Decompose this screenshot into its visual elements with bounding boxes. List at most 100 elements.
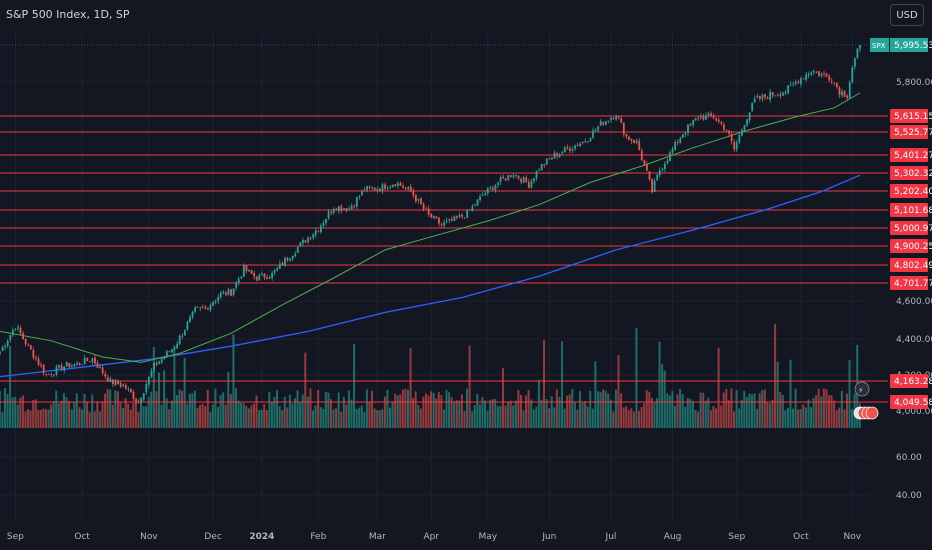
candle-body[interactable] xyxy=(848,82,851,99)
candle-body[interactable] xyxy=(440,224,443,225)
level-label-box[interactable] xyxy=(890,203,928,217)
candle-body[interactable] xyxy=(78,362,81,365)
candle-body[interactable] xyxy=(373,188,376,191)
candle-body[interactable] xyxy=(414,195,417,202)
candle-body[interactable] xyxy=(769,92,772,100)
candle-body[interactable] xyxy=(109,378,112,382)
candle-body[interactable] xyxy=(35,357,37,359)
candle-body[interactable] xyxy=(515,175,517,177)
candle-body[interactable] xyxy=(443,222,446,226)
candle-body[interactable] xyxy=(435,216,438,219)
level-label-box[interactable] xyxy=(890,166,928,180)
candle-body[interactable] xyxy=(438,217,440,224)
candle-body[interactable] xyxy=(753,98,756,103)
candle-body[interactable] xyxy=(32,349,35,358)
candle-body[interactable] xyxy=(535,170,538,179)
candle-body[interactable] xyxy=(168,351,171,353)
candle-body[interactable] xyxy=(294,253,297,257)
candle-body[interactable] xyxy=(776,94,779,96)
level-label-box[interactable] xyxy=(890,125,928,139)
candle-body[interactable] xyxy=(281,262,284,266)
candle-body[interactable] xyxy=(158,361,161,365)
candle-body[interactable] xyxy=(309,237,312,239)
candle-body[interactable] xyxy=(571,149,574,151)
candle-body[interactable] xyxy=(96,362,99,368)
candle-body[interactable] xyxy=(748,112,751,121)
candle-body[interactable] xyxy=(491,187,494,190)
candle-body[interactable] xyxy=(746,119,748,126)
candle-body[interactable] xyxy=(540,164,543,171)
candle-body[interactable] xyxy=(40,364,42,366)
level-label-box[interactable] xyxy=(890,148,928,162)
candle-body[interactable] xyxy=(479,196,481,201)
candle-body[interactable] xyxy=(212,302,214,306)
candle-body[interactable] xyxy=(843,91,846,97)
candle-body[interactable] xyxy=(764,94,766,98)
candle-body[interactable] xyxy=(73,364,76,367)
candle-body[interactable] xyxy=(83,358,86,365)
candle-body[interactable] xyxy=(761,94,764,99)
candle-body[interactable] xyxy=(391,184,394,188)
candle-body[interactable] xyxy=(579,143,582,147)
candle-body[interactable] xyxy=(278,263,281,269)
candle-body[interactable] xyxy=(589,138,592,142)
candle-body[interactable] xyxy=(304,240,307,243)
candle-body[interactable] xyxy=(130,389,132,393)
candle-body[interactable] xyxy=(384,184,386,190)
candle-body[interactable] xyxy=(45,373,48,375)
candle-body[interactable] xyxy=(825,73,828,77)
candle-body[interactable] xyxy=(135,398,137,402)
candle-body[interactable] xyxy=(771,91,774,96)
candle-body[interactable] xyxy=(687,124,689,133)
candle-body[interactable] xyxy=(553,152,556,159)
candle-body[interactable] xyxy=(625,133,628,137)
candle-body[interactable] xyxy=(517,175,520,179)
candle-body[interactable] xyxy=(420,198,422,205)
level-label-box[interactable] xyxy=(890,395,928,409)
candle-body[interactable] xyxy=(55,366,58,375)
candle-body[interactable] xyxy=(551,158,553,160)
candle-body[interactable] xyxy=(196,306,199,308)
candle-body[interactable] xyxy=(710,113,713,117)
candle-body[interactable] xyxy=(684,132,687,135)
candle-body[interactable] xyxy=(340,206,343,211)
candle-body[interactable] xyxy=(409,186,412,192)
candle-body[interactable] xyxy=(699,116,702,118)
candle-body[interactable] xyxy=(397,183,399,186)
candle-body[interactable] xyxy=(29,345,32,350)
candle-body[interactable] xyxy=(296,247,299,253)
candle-body[interactable] xyxy=(263,273,266,278)
candle-body[interactable] xyxy=(286,257,289,261)
candle-body[interactable] xyxy=(330,211,333,213)
candle-body[interactable] xyxy=(412,190,415,196)
candle-body[interactable] xyxy=(494,185,497,190)
candle-body[interactable] xyxy=(794,82,797,84)
candle-body[interactable] xyxy=(676,142,679,144)
candle-body[interactable] xyxy=(389,186,392,188)
candle-body[interactable] xyxy=(820,73,823,77)
candle-body[interactable] xyxy=(723,124,725,130)
candle-body[interactable] xyxy=(566,147,569,149)
candle-body[interactable] xyxy=(366,186,369,191)
candle-body[interactable] xyxy=(124,384,127,389)
candle-body[interactable] xyxy=(332,209,335,213)
candle-body[interactable] xyxy=(4,345,7,348)
candle-body[interactable] xyxy=(556,153,558,157)
candle-body[interactable] xyxy=(574,145,576,149)
candle-body[interactable] xyxy=(520,179,523,183)
candle-body[interactable] xyxy=(345,207,348,212)
candle-body[interactable] xyxy=(127,388,130,390)
candle-body[interactable] xyxy=(756,96,759,98)
candle-body[interactable] xyxy=(58,365,60,368)
candle-body[interactable] xyxy=(327,211,330,219)
candle-body[interactable] xyxy=(689,124,692,125)
candle-body[interactable] xyxy=(6,340,9,346)
candle-body[interactable] xyxy=(584,141,587,142)
candle-body[interactable] xyxy=(258,275,261,281)
candle-body[interactable] xyxy=(271,272,274,279)
candle-body[interactable] xyxy=(725,129,728,131)
candle-body[interactable] xyxy=(60,365,63,371)
candle-body[interactable] xyxy=(646,164,648,171)
candle-body[interactable] xyxy=(751,102,754,112)
candle-body[interactable] xyxy=(230,289,232,296)
